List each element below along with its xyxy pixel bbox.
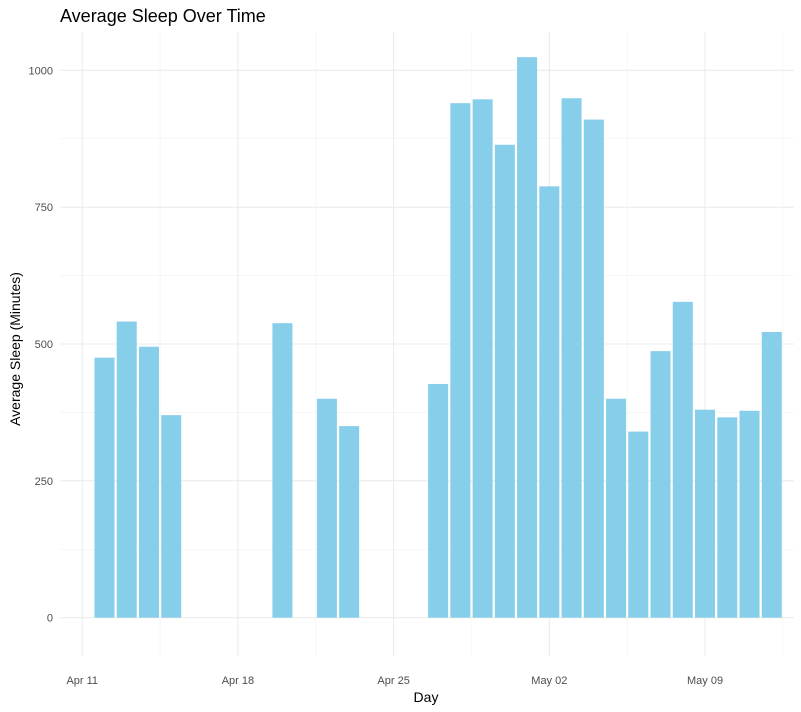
x-axis-title: Day (414, 689, 439, 705)
x-tick-label: May 09 (687, 675, 723, 687)
bar (428, 383, 449, 618)
bar (161, 415, 182, 618)
bar (450, 103, 471, 618)
y-tick-label: 0 (47, 613, 53, 625)
bar (517, 57, 538, 618)
bars-layer (94, 57, 782, 618)
x-tick-label: Apr 25 (377, 675, 409, 687)
bar (494, 144, 515, 618)
bar (561, 98, 582, 618)
bar (606, 398, 627, 618)
bar (695, 409, 716, 618)
y-tick-label: 250 (35, 476, 53, 488)
x-tick-label: Apr 11 (66, 675, 98, 687)
x-tick-label: Apr 18 (222, 675, 254, 687)
x-tick-labels: Apr 11 Apr 18 Apr 25 May 02 May 09 (66, 675, 723, 687)
y-tick-label: 750 (35, 202, 53, 214)
bar (94, 357, 115, 618)
grid-layer (60, 32, 794, 656)
bar (339, 426, 360, 618)
bar (539, 186, 560, 618)
y-axis-title: Average Sleep (Minutes) (7, 272, 23, 426)
bar (739, 410, 760, 618)
bar (761, 331, 782, 618)
bar (138, 346, 159, 618)
bar (650, 351, 671, 618)
y-tick-labels: 0 250 500 750 1000 (29, 65, 53, 624)
x-tick-label: May 02 (531, 675, 567, 687)
bar (628, 431, 649, 618)
bar (272, 323, 293, 618)
bar (583, 119, 604, 618)
bar (472, 99, 493, 618)
y-tick-label: 500 (35, 339, 53, 351)
chart-title: Average Sleep Over Time (60, 6, 266, 26)
y-tick-label: 1000 (29, 65, 53, 77)
bar (316, 398, 337, 618)
bar (116, 321, 137, 618)
bar (717, 417, 738, 618)
bar (672, 301, 693, 618)
